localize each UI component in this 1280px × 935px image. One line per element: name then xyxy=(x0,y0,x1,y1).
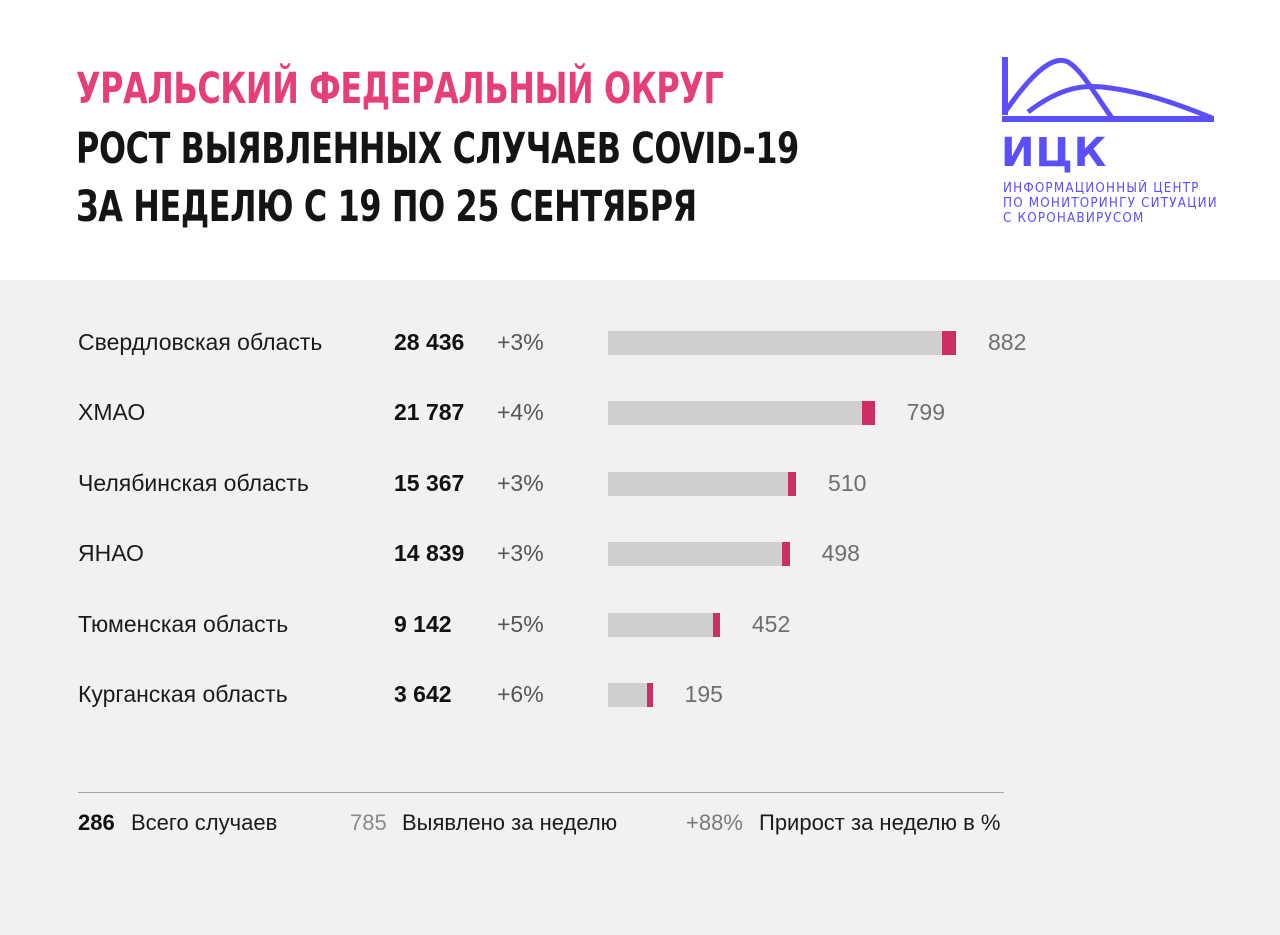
logo-text-line1: ИНФОРМАЦИОННЫЙ ЦЕНТР xyxy=(1003,181,1200,196)
region-label: ЯНАО xyxy=(78,540,144,567)
logo-abbreviation: ИЦК xyxy=(1001,130,1108,176)
logo-text-line3: С КОРОНАВИРУСОМ xyxy=(1003,211,1145,226)
logo-text-line2: ПО МОНИТОРИНГУ СИТУАЦИИ xyxy=(1003,196,1218,211)
weekly-bar xyxy=(787,471,797,496)
chart-title-line2: ЗА НЕДЕЛЮ С 19 ПО 25 СЕНТЯБРЯ xyxy=(76,182,697,232)
region-label: Челябинская область xyxy=(78,469,309,496)
growth-percent-value: +6% xyxy=(497,681,544,707)
total-bar xyxy=(608,401,875,426)
legend-week-sample: 785 xyxy=(350,810,387,835)
legend-growth-sample: +88% xyxy=(686,810,743,835)
weekly-cases-label: 452 xyxy=(751,610,791,637)
total-bar xyxy=(608,471,797,496)
total-bar xyxy=(608,331,956,355)
growth-percent-value: +5% xyxy=(497,610,544,637)
growth-percent-value: +4% xyxy=(497,399,544,426)
weekly-bar xyxy=(646,683,653,707)
total-cases-value: 9 142 xyxy=(394,610,452,637)
weekly-cases-label: 882 xyxy=(988,329,1027,355)
region-label: Курганская область xyxy=(78,681,288,707)
legend-total-label: Всего случаев xyxy=(131,810,278,835)
total-cases-value: 14 839 xyxy=(394,540,465,567)
weekly-cases-label: 195 xyxy=(684,681,723,707)
weekly-cases-label: 799 xyxy=(906,399,945,426)
region-label: ХМАО xyxy=(78,399,146,426)
logo-mark-icon xyxy=(1002,57,1214,122)
region-label: Свердловская область xyxy=(78,329,323,355)
weekly-bar xyxy=(861,401,875,426)
total-cases-value: 15 367 xyxy=(394,469,465,496)
weekly-cases-label: 498 xyxy=(821,540,860,567)
weekly-bar xyxy=(781,542,790,567)
total-cases-value: 3 642 xyxy=(394,681,452,707)
legend-total-sample: 286 xyxy=(78,810,115,835)
weekly-bar xyxy=(712,612,720,637)
weekly-cases-label: 510 xyxy=(828,469,867,496)
weekly-bar xyxy=(941,331,956,355)
total-cases-value: 28 436 xyxy=(394,329,465,355)
legend-growth-label: Прирост за неделю в % xyxy=(759,810,1001,835)
growth-percent-value: +3% xyxy=(497,469,544,496)
total-bar xyxy=(608,683,653,707)
total-bar xyxy=(608,612,720,637)
total-bar xyxy=(608,542,790,567)
region-label: Тюменская область xyxy=(78,610,289,637)
total-cases-value: 21 787 xyxy=(394,399,465,426)
legend-week-label: Выявлено за неделю xyxy=(402,810,618,835)
growth-percent-value: +3% xyxy=(497,329,544,355)
legend-divider xyxy=(78,792,1004,793)
region-title: УРАЛЬСКИЙ ФЕДЕРАЛЬНЫЙ ОКРУГ xyxy=(76,64,724,114)
chart-title-line1: РОСТ ВЫЯВЛЕННЫХ СЛУЧАЕВ COVID-19 xyxy=(76,124,799,174)
header: УРАЛЬСКИЙ ФЕДЕРАЛЬНЫЙ ОКРУГ РОСТ ВЫЯВЛЕН… xyxy=(0,0,1280,280)
growth-percent-value: +3% xyxy=(497,540,544,567)
